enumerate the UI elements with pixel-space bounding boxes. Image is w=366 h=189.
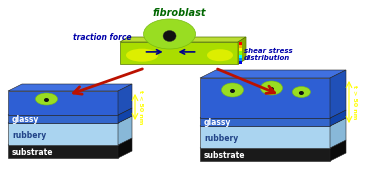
Polygon shape	[118, 116, 132, 145]
Polygon shape	[200, 148, 330, 161]
Text: t < 50 nm: t < 50 nm	[138, 90, 143, 124]
Polygon shape	[118, 108, 132, 123]
Text: substrate: substrate	[12, 148, 53, 157]
Polygon shape	[8, 138, 132, 145]
Polygon shape	[8, 123, 118, 145]
Ellipse shape	[230, 89, 235, 93]
Polygon shape	[8, 108, 132, 115]
Text: rubbery: rubbery	[12, 131, 46, 140]
Polygon shape	[239, 55, 242, 58]
Polygon shape	[330, 118, 346, 148]
Text: fibroblast: fibroblast	[153, 8, 206, 18]
Ellipse shape	[299, 91, 304, 95]
Text: traction force: traction force	[73, 33, 131, 43]
Text: glassy: glassy	[12, 115, 40, 124]
Polygon shape	[200, 126, 330, 148]
Ellipse shape	[36, 93, 57, 105]
Polygon shape	[330, 70, 346, 118]
Ellipse shape	[126, 49, 158, 62]
Polygon shape	[8, 84, 132, 91]
Polygon shape	[120, 42, 238, 64]
Ellipse shape	[163, 30, 176, 42]
Polygon shape	[120, 37, 246, 42]
Polygon shape	[239, 48, 242, 51]
Polygon shape	[200, 78, 330, 118]
Polygon shape	[8, 115, 118, 123]
Polygon shape	[200, 110, 346, 118]
Text: t > 50 nm: t > 50 nm	[352, 85, 357, 119]
Ellipse shape	[221, 83, 243, 97]
Polygon shape	[239, 61, 242, 64]
Polygon shape	[200, 140, 346, 148]
Polygon shape	[239, 45, 242, 48]
Polygon shape	[330, 110, 346, 126]
Ellipse shape	[207, 49, 233, 61]
Polygon shape	[8, 116, 132, 123]
Ellipse shape	[261, 81, 283, 95]
Polygon shape	[238, 37, 246, 64]
Polygon shape	[330, 140, 346, 161]
Polygon shape	[8, 145, 118, 158]
Ellipse shape	[269, 87, 274, 91]
Text: substrate: substrate	[204, 151, 246, 160]
Polygon shape	[118, 84, 132, 115]
Polygon shape	[118, 138, 132, 158]
Ellipse shape	[292, 87, 310, 98]
Text: glassy: glassy	[204, 118, 231, 127]
Ellipse shape	[44, 98, 49, 102]
Ellipse shape	[143, 19, 195, 49]
Text: rubbery: rubbery	[204, 134, 238, 143]
Polygon shape	[200, 118, 330, 126]
Polygon shape	[200, 118, 346, 126]
Polygon shape	[239, 58, 242, 61]
Text: shear stress
distribution: shear stress distribution	[244, 48, 293, 61]
Polygon shape	[200, 70, 346, 78]
Polygon shape	[239, 42, 242, 45]
Polygon shape	[8, 91, 118, 115]
Polygon shape	[239, 51, 242, 55]
